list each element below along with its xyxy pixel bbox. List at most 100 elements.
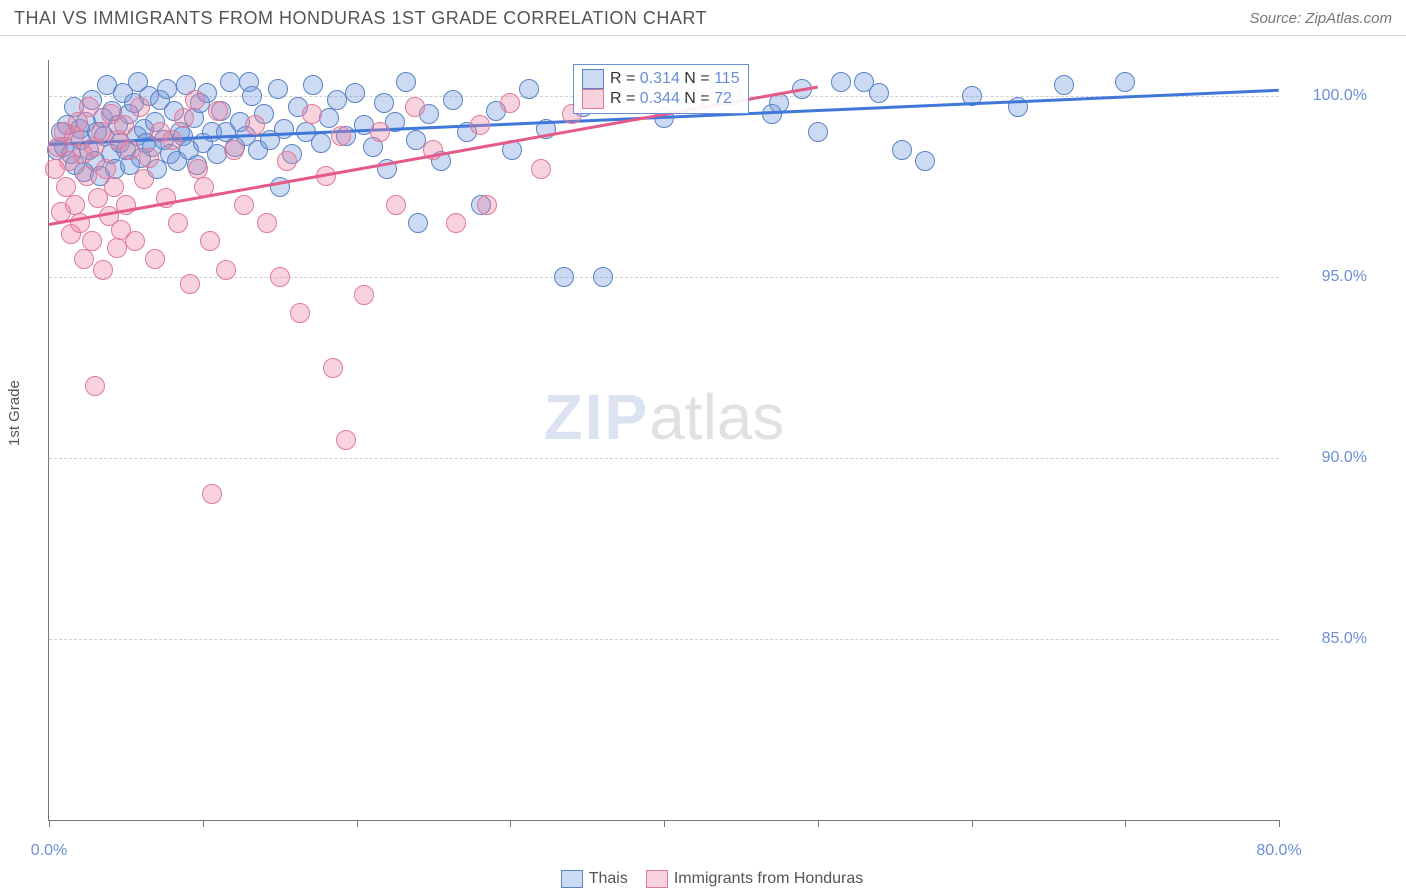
watermark: ZIPatlas	[544, 380, 785, 454]
scatter-point	[77, 166, 97, 186]
scatter-point	[1054, 75, 1074, 95]
scatter-point	[134, 169, 154, 189]
scatter-point	[354, 285, 374, 305]
scatter-point	[257, 213, 277, 233]
chart-area: 1st Grade ZIPatlas 85.0%90.0%95.0%100.0%…	[0, 46, 1406, 892]
scatter-point	[120, 140, 140, 160]
legend-swatch	[646, 870, 668, 888]
scatter-point	[174, 108, 194, 128]
scatter-point	[56, 177, 76, 197]
y-axis-label: 1st Grade	[6, 380, 23, 446]
legend-swatch	[582, 89, 604, 109]
scatter-point	[162, 130, 182, 150]
scatter-point	[319, 108, 339, 128]
scatter-point	[277, 151, 297, 171]
scatter-point	[239, 72, 259, 92]
scatter-point	[220, 72, 240, 92]
scatter-point	[270, 267, 290, 287]
scatter-point	[200, 231, 220, 251]
scatter-point	[93, 260, 113, 280]
scatter-point	[157, 79, 177, 99]
watermark-right: atlas	[649, 381, 784, 453]
scatter-point	[107, 238, 127, 258]
x-tick	[818, 820, 819, 827]
scatter-point	[345, 83, 365, 103]
scatter-point	[96, 159, 116, 179]
scatter-point	[82, 231, 102, 251]
scatter-point	[168, 213, 188, 233]
scatter-point	[554, 267, 574, 287]
x-tick	[49, 820, 50, 827]
chart-source: Source: ZipAtlas.com	[1249, 10, 1392, 27]
scatter-point	[65, 195, 85, 215]
scatter-point	[208, 101, 228, 121]
legend-row: R = 0.344 N = 72	[582, 89, 740, 109]
y-tick-label: 95.0%	[1322, 268, 1367, 286]
scatter-point	[85, 376, 105, 396]
x-tick	[510, 820, 511, 827]
scatter-point	[303, 75, 323, 95]
scatter-point	[327, 90, 347, 110]
legend-swatch	[561, 870, 583, 888]
scatter-point	[114, 115, 134, 135]
x-tick	[203, 820, 204, 827]
scatter-point	[180, 274, 200, 294]
y-tick-label: 85.0%	[1322, 630, 1367, 648]
legend-series-label: Immigrants from Honduras	[674, 870, 863, 887]
scatter-point	[302, 104, 322, 124]
x-tick	[357, 820, 358, 827]
scatter-point	[593, 267, 613, 287]
x-tick-label: 0.0%	[31, 842, 67, 860]
scatter-point	[130, 97, 150, 117]
scatter-point	[311, 133, 331, 153]
scatter-point	[408, 213, 428, 233]
scatter-point	[202, 484, 222, 504]
scatter-point	[216, 260, 236, 280]
scatter-point	[79, 97, 99, 117]
legend-row: R = 0.314 N = 115	[582, 69, 740, 89]
scatter-point	[331, 126, 351, 146]
scatter-point	[386, 195, 406, 215]
legend-text: R = 0.314 N = 115	[610, 70, 740, 88]
x-tick	[1279, 820, 1280, 827]
scatter-point	[139, 148, 159, 168]
scatter-point	[1115, 72, 1135, 92]
x-tick	[1125, 820, 1126, 827]
scatter-point	[245, 115, 265, 135]
scatter-point	[443, 90, 463, 110]
gridline	[49, 639, 1279, 640]
legend-swatch	[582, 69, 604, 89]
plot-region: ZIPatlas 85.0%90.0%95.0%100.0%0.0%80.0%R…	[48, 60, 1279, 821]
legend-series-label: Thais	[589, 870, 628, 887]
gridline	[49, 458, 1279, 459]
y-tick-label: 90.0%	[1322, 449, 1367, 467]
scatter-point	[477, 195, 497, 215]
gridline	[49, 277, 1279, 278]
scatter-point	[323, 358, 343, 378]
scatter-point	[470, 115, 490, 135]
scatter-point	[370, 122, 390, 142]
x-tick	[664, 820, 665, 827]
scatter-point	[104, 177, 124, 197]
scatter-point	[808, 122, 828, 142]
scatter-point	[405, 97, 425, 117]
y-tick-label: 100.0%	[1313, 87, 1367, 105]
scatter-point	[145, 249, 165, 269]
bottom-legend: Thais Immigrants from Honduras	[0, 870, 1406, 888]
chart-header: THAI VS IMMIGRANTS FROM HONDURAS 1ST GRA…	[0, 0, 1406, 36]
scatter-point	[892, 140, 912, 160]
scatter-point	[188, 159, 208, 179]
scatter-point	[290, 303, 310, 323]
scatter-point	[224, 140, 244, 160]
scatter-point	[396, 72, 416, 92]
scatter-point	[125, 231, 145, 251]
scatter-point	[446, 213, 466, 233]
scatter-point	[74, 249, 94, 269]
watermark-left: ZIP	[544, 381, 650, 453]
scatter-point	[234, 195, 254, 215]
x-tick-label: 80.0%	[1256, 842, 1301, 860]
scatter-point	[336, 430, 356, 450]
x-tick	[972, 820, 973, 827]
scatter-point	[854, 72, 874, 92]
scatter-point	[831, 72, 851, 92]
